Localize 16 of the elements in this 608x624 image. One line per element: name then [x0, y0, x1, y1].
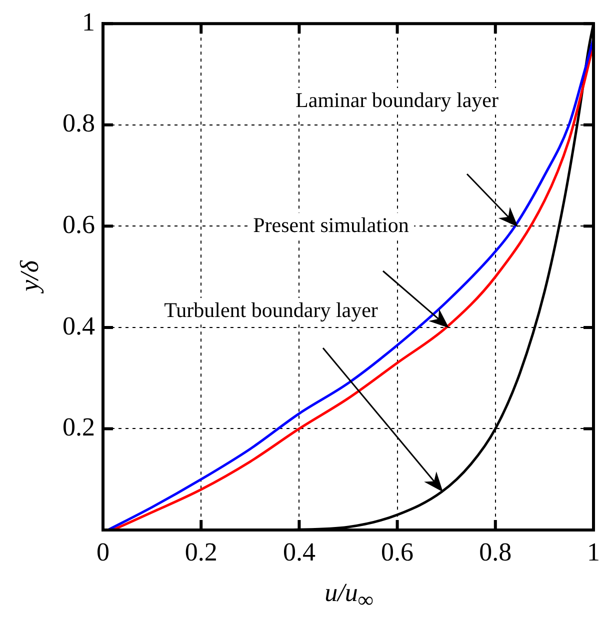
x-tick-label: 0.6 [381, 537, 414, 566]
y-tick-label: 0.8 [62, 108, 95, 138]
annotation: Present simulation [248, 213, 414, 237]
x-tick-label: 1 [587, 537, 600, 566]
y-tick-label: 0.2 [62, 412, 95, 442]
x-tick-label: 0.4 [282, 537, 316, 566]
y-tick-label: 0.6 [62, 210, 95, 239]
x-tick-label: 0 [96, 537, 110, 566]
annotation: Laminar boundary layer [290, 88, 504, 112]
y-axis-title: y/δ [15, 260, 45, 292]
x-axis-title: u/u$_{∞}$ [324, 578, 374, 614]
y-tick-label: 0.4 [62, 311, 95, 340]
annotation: Turbulent boundary layer [159, 298, 383, 322]
x-tick-label: 0.8 [479, 537, 512, 566]
y-tick-label: 1 [82, 7, 95, 36]
x-tick-label: 0.2 [184, 537, 218, 566]
